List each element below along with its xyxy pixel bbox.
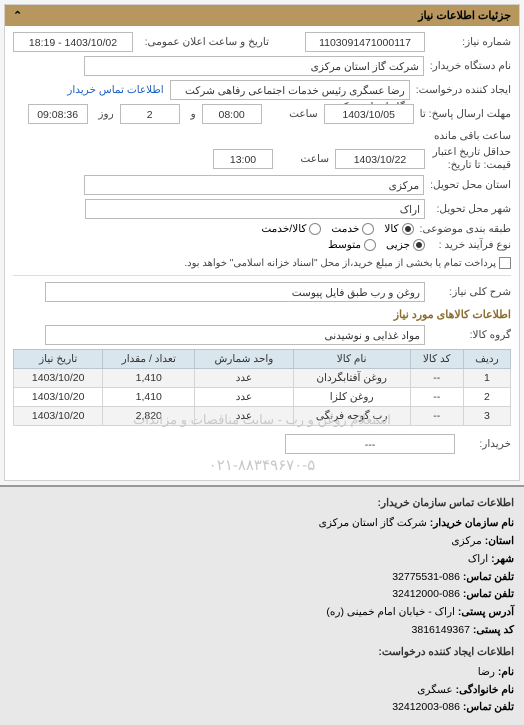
label-time-1: ساعت: [268, 108, 318, 120]
label-buyer-org: نام دستگاه خریدار:: [430, 60, 511, 72]
table-row: 3 -- رب گوجه فرنگی عدد 2,820 1403/10/20: [14, 407, 511, 426]
field-province: مرکزی: [84, 175, 424, 195]
label-time-2: ساعت: [279, 153, 329, 165]
field-buyer: ---: [285, 434, 455, 454]
field-goods-group: مواد غذایی و نوشیدنی: [45, 325, 425, 345]
field-deadline-date: 1403/10/05: [324, 104, 414, 124]
th-unit: واحد شمارش: [195, 350, 293, 369]
radio-goods[interactable]: کالا: [384, 223, 413, 235]
checkbox-icon: [499, 257, 511, 269]
label-buyer: خریدار:: [461, 438, 511, 450]
label-pub-datetime: تاریخ و ساعت اعلان عمومی:: [139, 36, 269, 48]
field-remain-time: 09:08:36: [28, 104, 88, 124]
label-proc: نوع فرآیند خرید :: [431, 239, 511, 251]
field-requester: رضا عسگری رئیس خدمات اجتماعی رفاهی شرکت …: [170, 80, 410, 100]
label-validity: حداقل تاریخ اعتبار قیمت: تا تاریخ:: [431, 146, 511, 171]
items-heading: اطلاعات کالاهای مورد نیاز: [13, 308, 511, 321]
field-need-no: 1103091471000117: [305, 32, 425, 52]
checkbox-treasury[interactable]: پرداخت تمام یا بخشی از مبلغ خرید،از محل …: [184, 257, 511, 269]
radio-dot-icon: [309, 223, 321, 235]
label-city: شهر محل تحویل:: [431, 203, 511, 215]
radio-minor[interactable]: جزیی: [386, 239, 425, 251]
label-province: استان محل تحویل:: [430, 179, 511, 191]
radio-dot-icon: [364, 239, 376, 251]
th-date: تاریخ نیاز: [14, 350, 103, 369]
panel-header: جزئیات اطلاعات نیاز ⌃: [5, 5, 519, 26]
items-table: ردیف کد کالا نام کالا واحد شمارش تعداد /…: [13, 349, 511, 426]
field-pub-datetime: 1403/10/02 - 18:19: [13, 32, 133, 52]
label-need-no: شماره نیاز:: [431, 36, 511, 48]
label-deadline: مهلت ارسال پاسخ: تا: [420, 108, 511, 120]
field-buyer-org: شرکت گاز استان مرکزی: [84, 56, 424, 76]
collapse-icon[interactable]: ⌃: [13, 9, 22, 22]
field-remain-days: 2: [120, 104, 180, 124]
table-row: 1 -- روغن آفتابگردان عدد 1,410 1403/10/2…: [14, 369, 511, 388]
field-validity-date: 1403/10/22: [335, 149, 425, 169]
info-h2: اطلاعات ایجاد کننده درخواست:: [10, 644, 514, 662]
radio-medium[interactable]: متوسط: [328, 239, 376, 251]
label-requester: ایجاد کننده درخواست:: [416, 84, 511, 96]
field-deadline-time: 08:00: [202, 104, 262, 124]
proc-radio-group: جزیی متوسط: [328, 239, 425, 251]
radio-goods-service[interactable]: کالا/خدمت: [261, 223, 321, 235]
label-remain: ساعت باقی مانده: [434, 130, 511, 142]
label-subject-class: طبقه بندی موضوعی:: [420, 223, 511, 235]
radio-dot-icon: [362, 223, 374, 235]
watermark-phone: ۰۲۱-۸۸۳۴۹۶۷۰-۵: [13, 456, 511, 474]
label-day: روز: [94, 108, 114, 120]
info-h1: اطلاعات تماس سازمان خریدار:: [10, 495, 514, 513]
field-need-title: روغن و رب طبق فایل پیوست: [45, 282, 425, 302]
field-validity-time: 13:00: [213, 149, 273, 169]
subject-radio-group: کالا خدمت کالا/خدمت: [261, 223, 413, 235]
th-qty: تعداد / مقدار: [103, 350, 195, 369]
label-goods-group: گروه کالا:: [431, 329, 511, 341]
label-need-title: شرح کلی نیاز:: [431, 286, 511, 298]
radio-service[interactable]: خدمت: [331, 223, 374, 235]
contact-info-block: اطلاعات تماس سازمان خریدار: نام سازمان خ…: [0, 485, 524, 725]
th-name: نام کالا: [293, 350, 410, 369]
field-city: اراک: [85, 199, 425, 219]
table-row: 2 -- روغن کلزا عدد 1,410 1403/10/20: [14, 388, 511, 407]
panel-title: جزئیات اطلاعات نیاز: [418, 10, 511, 22]
radio-dot-icon: [402, 223, 414, 235]
radio-dot-icon: [413, 239, 425, 251]
th-code: کد کالا: [410, 350, 463, 369]
buyer-contact-link[interactable]: اطلاعات تماس خریدار: [67, 84, 163, 96]
th-row: ردیف: [463, 350, 510, 369]
label-and: و: [186, 108, 196, 120]
table-header-row: ردیف کد کالا نام کالا واحد شمارش تعداد /…: [14, 350, 511, 369]
